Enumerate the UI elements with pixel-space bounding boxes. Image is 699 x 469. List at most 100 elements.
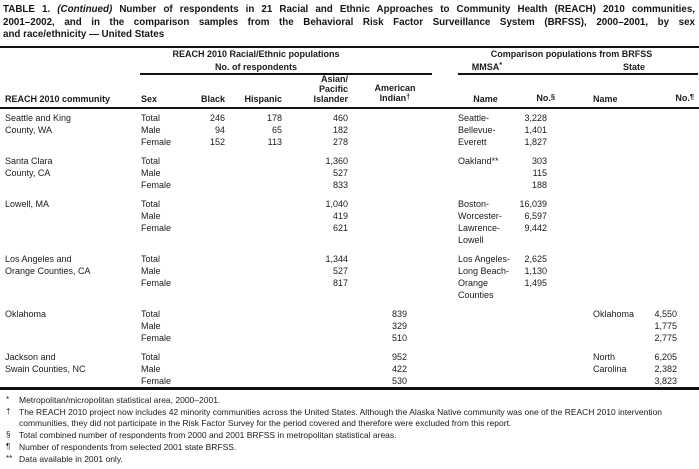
mmsa-name-cell [432,344,513,363]
hispanic-count-cell [225,148,282,167]
american-indian-count-cell: 422 [391,363,408,374]
table-row: Female 530 3,823 [0,375,699,389]
table-title-line3: and race/ethnicity — United States [3,29,165,41]
api-count-cell: 833 [332,179,348,190]
state-name-cell: Oklahoma [593,308,635,319]
footnote: ** Data available in 2001 only. [3,454,695,465]
black-count-cell [180,363,225,375]
community-cell [0,277,140,289]
state-count-cell [640,277,699,289]
table-row: Seattle and King Total 246 178 460 Seattle- 3,… [0,108,699,124]
black-count-cell [180,210,225,222]
table-number: TABLE 1. [3,4,51,15]
community-cell: Orange Counties, CA [5,265,91,276]
table-row: Counties [0,289,699,301]
black-count-cell [180,265,225,277]
hispanic-count-cell: 178 [266,112,282,123]
api-count-cell [282,363,348,375]
state-count-cell [640,179,699,191]
table-row: Female 833 188 [0,179,699,191]
black-count-cell [180,375,225,389]
american-indian-count-cell [348,289,432,301]
footnote-text: Metropolitan/micropolitan statistical ar… [19,394,221,405]
american-indian-count-cell [348,191,432,210]
state-name-cell [555,191,640,210]
hispanic-count-cell [225,222,282,234]
state-name-cell [555,222,640,234]
hispanic-count-cell [225,191,282,210]
mmsa-count-cell: 188 [531,179,548,190]
mmsa-name-cell: Long Beach- [458,265,510,276]
state-name-cell [555,210,640,222]
sex-cell: Total [141,308,161,319]
no-label: No. [675,93,690,104]
no-label: No. [536,93,551,104]
footnote-text: Data available in 2001 only. [19,453,123,464]
sex-cell: Male [141,210,161,221]
footnote-text: Number of respondents from selected 2001… [19,441,237,452]
table-wrapper: REACH 2010 Racial/Ethnic populations Com… [0,45,699,390]
mmsa-name-cell: Counties [458,289,494,300]
american-indian-footnote-marker: † [406,91,411,101]
sex-cell: Female [141,277,172,288]
mmsa-name-cell [432,375,513,389]
api-count-cell: 817 [332,277,348,288]
api-count-cell: 1,360 [325,155,348,166]
black-count-cell [180,222,225,234]
reach-group-header: REACH 2010 Racial/Ethnic populations [172,48,340,59]
sex-cell: Total [141,351,161,362]
state-name-cell [555,148,640,167]
column-header-state-no: No.¶ [640,73,699,109]
state-count-cell: 6,205 [654,351,678,362]
mmsa-count-cell: 16,039 [519,198,548,209]
hispanic-count-cell [225,167,282,179]
mmsa-name-cell: Oakland** [458,155,499,166]
api-count-cell: 460 [332,112,348,123]
sex-cell: Male [141,167,161,178]
american-indian-count-cell: 530 [391,375,408,386]
state-name-cell [555,320,640,332]
column-header-american-indian: American Indian† [348,73,433,109]
community-cell [0,375,140,389]
footnote: † The REACH 2010 project now includes 42 … [3,407,695,429]
state-count-cell: 1,775 [654,320,678,331]
mmsa-name-cell: Lowell [458,234,484,245]
api-count-cell: 1,040 [325,198,348,209]
table-row: County, WA Male 94 65 182 Bellevue- 1,401 [0,124,699,136]
hispanic-count-cell [225,265,282,277]
american-indian-count-cell [348,210,432,222]
black-count-cell [180,148,225,167]
column-header-mmsa-no: No.§ [513,73,556,109]
state-name-cell [555,265,640,277]
mmsa-label: MMSA [471,61,500,72]
footnote-text: The REACH 2010 project now includes 42 m… [19,406,663,428]
mmsa-count-cell [513,344,555,363]
hispanic-count-cell [225,375,282,389]
mmsa-count-cell: 1,130 [524,265,548,276]
mmsa-count-cell: 1,827 [524,136,548,147]
state-count-cell: 4,550 [654,308,678,319]
state-count-cell [640,234,699,246]
mmsa-count-cell: 1,495 [524,277,548,288]
api-count-cell: 621 [332,222,348,233]
mmsa-count-cell [513,234,555,246]
black-count-cell [180,344,225,363]
table-row: Oklahoma Total 839 Oklahoma 4,550 [0,301,699,320]
sex-cell: Total [141,112,161,123]
state-no-footnote-marker: ¶ [689,91,695,101]
state-name-cell [555,277,640,289]
sex-cell: Total [141,253,161,264]
community-cell: Lowell, MA [5,198,50,209]
mmsa-count-cell [513,363,555,375]
indian-label: Indian [379,93,407,104]
column-header-mmsa-name: Name [432,73,514,109]
state-count-cell: 2,382 [654,363,678,374]
state-name-cell [555,108,640,124]
mmsa-count-cell [513,375,555,389]
black-count-cell [180,179,225,191]
footnotes: * Metropolitan/micropolitan statistical a… [3,395,695,465]
state-name-cell [555,246,640,265]
sex-cell: Female [141,136,172,147]
state-count-cell [640,289,699,301]
